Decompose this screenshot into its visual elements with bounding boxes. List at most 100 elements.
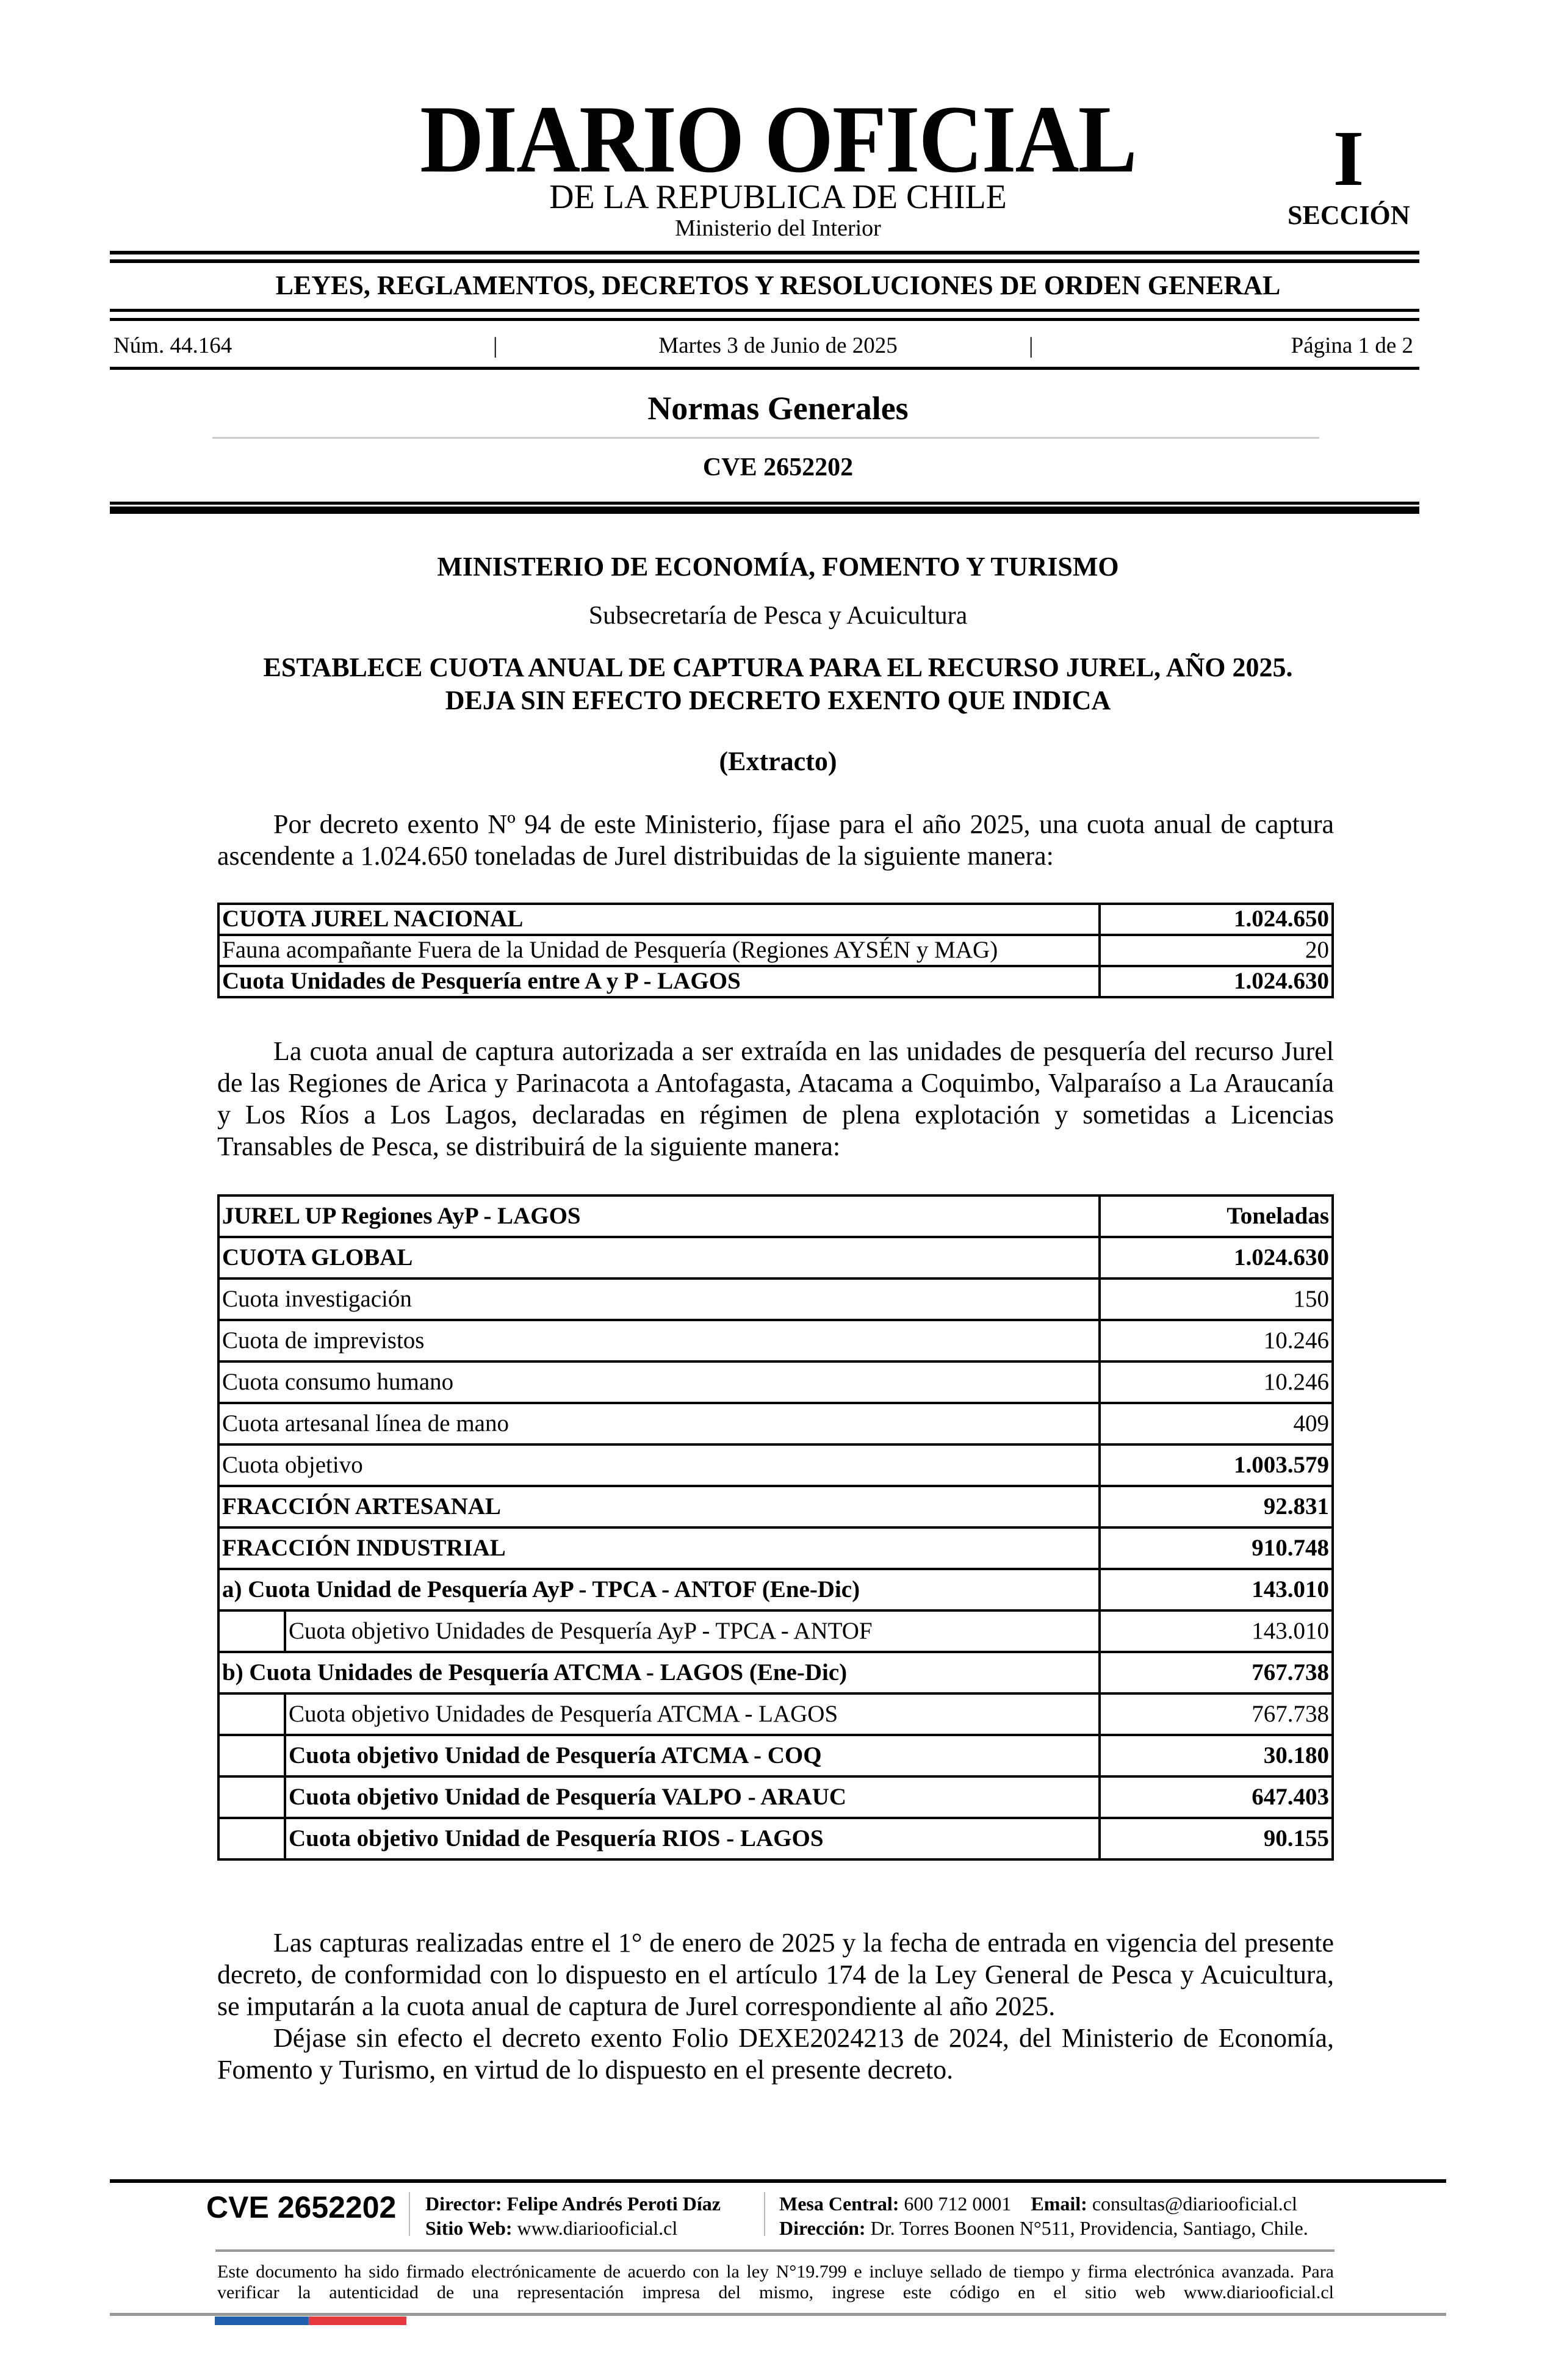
document-title-line2: DEJA SIN EFECTO DECRETO EXENTO QUE INDIC… [445,685,1111,715]
row-value: 1.024.630 [1098,965,1334,998]
footer-divider [110,2179,1446,2183]
table-row: JUREL UP Regiones AyP - LAGOS Toneladas [217,1194,1334,1238]
flag-stripe-blue [215,2317,308,2325]
row-value: 10.246 [1098,1360,1334,1404]
row-value: 143.010 [1098,1568,1334,1612]
subsecretaria: Subsecretaría de Pesca y Acuicultura [588,602,968,630]
table-row: CUOTA GLOBAL 1.024.630 [217,1236,1334,1280]
table-row: Cuota objetivo Unidad de Pesquería RIOS … [217,1817,1334,1861]
national-quota-table: CUOTA JUREL NACIONAL 1.024.650 Fauna acomp… [217,903,1334,998]
row-label: Cuota de imprevistos [217,1319,1101,1363]
divider [110,502,1419,505]
row-label: Cuota objetivo [217,1443,1101,1487]
row-value: 30.180 [1098,1734,1334,1778]
phone-number: 600 712 0001 [904,2193,1012,2215]
director-name: Felipe Andrés Peroti Díaz [506,2193,721,2215]
divider [110,507,1419,514]
row-value: 647.403 [1098,1775,1334,1819]
divider [110,367,1419,370]
row-label: b) Cuota Unidades de Pesquería ATCMA - L… [217,1651,1101,1695]
row-label: CUOTA GLOBAL [217,1236,1101,1280]
table-row: Cuota objetivo Unidad de Pesquería VALPO… [217,1775,1334,1819]
table-row: FRACCIÓN INDUSTRIAL 910.748 [217,1526,1334,1570]
row-value: Toneladas [1098,1194,1334,1238]
address-label: Dirección: [779,2217,866,2239]
row-label: FRACCIÓN ARTESANAL [217,1485,1101,1529]
row-value: 767.738 [1098,1692,1334,1736]
table-row: Cuota objetivo Unidades de Pesquería AyP… [217,1609,1334,1653]
table-row: Fauna acompañante Fuera de la Unidad de … [217,934,1334,967]
divider [110,318,1419,321]
paragraph-4: Déjase sin efecto el decreto exento Foli… [217,2022,1334,2086]
director-label: Director: [425,2193,502,2215]
flag-stripe-red [308,2317,406,2325]
row-value: 10.246 [1098,1319,1334,1363]
divider [409,2192,410,2236]
paragraph-text: La cuota anual de captura autorizada a s… [217,1036,1334,1161]
distribution-table: JUREL UP Regiones AyP - LAGOS Toneladas CU… [217,1194,1334,1861]
email-link[interactable]: consultas@diariooficial.cl [1092,2193,1297,2215]
paragraph-text: Déjase sin efecto el decreto exento Foli… [217,2023,1334,2085]
table-row: Cuota consumo humano 10.246 [217,1360,1334,1404]
footer-divider [110,2313,1446,2316]
row-label: FRACCIÓN INDUSTRIAL [217,1526,1101,1570]
website-link[interactable]: www.diariooficial.cl [517,2217,678,2239]
paragraph-1: Por decreto exento Nº 94 de este Ministe… [217,809,1334,872]
row-value: 1.003.579 [1098,1443,1334,1487]
indent-cell [217,1692,286,1736]
issuing-ministry: MINISTERIO DE ECONOMÍA, FOMENTO Y TURISM… [437,552,1119,582]
footer-cve: CVE 2652202 [206,2190,397,2224]
indent-cell [217,1734,286,1778]
row-value: 1.024.650 [1098,903,1334,936]
cve-code: CVE 2652202 [702,453,854,481]
indent-cell [217,1775,286,1819]
table-row: a) Cuota Unidad de Pesquería AyP - TPCA … [217,1568,1334,1612]
row-label: Cuota objetivo Unidad de Pesquería RIOS … [284,1817,1101,1861]
row-label: Cuota artesanal línea de mano [217,1402,1101,1446]
row-label: a) Cuota Unidad de Pesquería AyP - TPCA … [217,1568,1101,1612]
table-row: Cuota objetivo 1.003.579 [217,1443,1334,1487]
paragraph-2: La cuota anual de captura autorizada a s… [217,1036,1334,1163]
row-label: JUREL UP Regiones AyP - LAGOS [217,1194,1101,1238]
website-label: Sitio Web: [425,2217,513,2239]
masthead-subtitle: DE LA REPUBLICA DE CHILE [549,178,1007,216]
divider [764,2192,765,2236]
table-row: Cuota artesanal línea de mano 409 [217,1402,1334,1446]
indent-cell [217,1609,286,1653]
paragraph-text: Las capturas realizadas entre el 1° de e… [217,1928,1334,2021]
signature-disclaimer: Este documento ha sido firmado electróni… [217,2262,1334,2302]
table-row: Cuota Unidades de Pesquería entre A y P … [217,965,1334,998]
meta-separator: | [1029,333,1034,358]
table-row: CUOTA JUREL NACIONAL 1.024.650 [217,903,1334,936]
issue-number: Núm. 44.164 [113,333,232,358]
section-title: Normas Generales [647,390,909,427]
table-row: FRACCIÓN ARTESANAL 92.831 [217,1485,1334,1529]
row-value: 20 [1098,934,1334,967]
divider [110,309,1419,312]
table-row: Cuota investigación 150 [217,1277,1334,1321]
row-label: Cuota investigación [217,1277,1101,1321]
row-label: Cuota objetivo Unidad de Pesquería ATCMA… [284,1734,1101,1778]
section-number: I [1333,115,1364,203]
row-value: 143.010 [1098,1609,1334,1653]
table-row: Cuota objetivo Unidades de Pesquería ATC… [217,1692,1334,1736]
footer-contact-block: Mesa Central: 600 712 0001 Email: consul… [779,2191,1308,2240]
row-label: CUOTA JUREL NACIONAL [217,903,1101,936]
row-label: Cuota consumo humano [217,1360,1101,1404]
divider [110,251,1419,254]
divider [215,2249,1334,2252]
table-row: Cuota objetivo Unidad de Pesquería ATCMA… [217,1734,1334,1778]
row-label: Cuota objetivo Unidad de Pesquería VALPO… [284,1775,1101,1819]
row-value: 409 [1098,1402,1334,1446]
masthead-title: DIARIO OFICIAL [420,86,1137,193]
table-row: Cuota de imprevistos 10.246 [217,1319,1334,1363]
row-label: Cuota Unidades de Pesquería entre A y P … [217,965,1101,998]
masthead-ministry: Ministerio del Interior [675,215,881,241]
extract-label: (Extracto) [719,746,837,776]
section-label: SECCIÓN [1288,200,1410,230]
meta-separator: | [493,333,498,358]
row-value: 150 [1098,1277,1334,1321]
paragraph-text: Por decreto exento Nº 94 de este Ministe… [217,809,1334,871]
divider [212,437,1319,439]
category-heading: LEYES, REGLAMENTOS, DECRETOS Y RESOLUCIO… [275,270,1281,300]
